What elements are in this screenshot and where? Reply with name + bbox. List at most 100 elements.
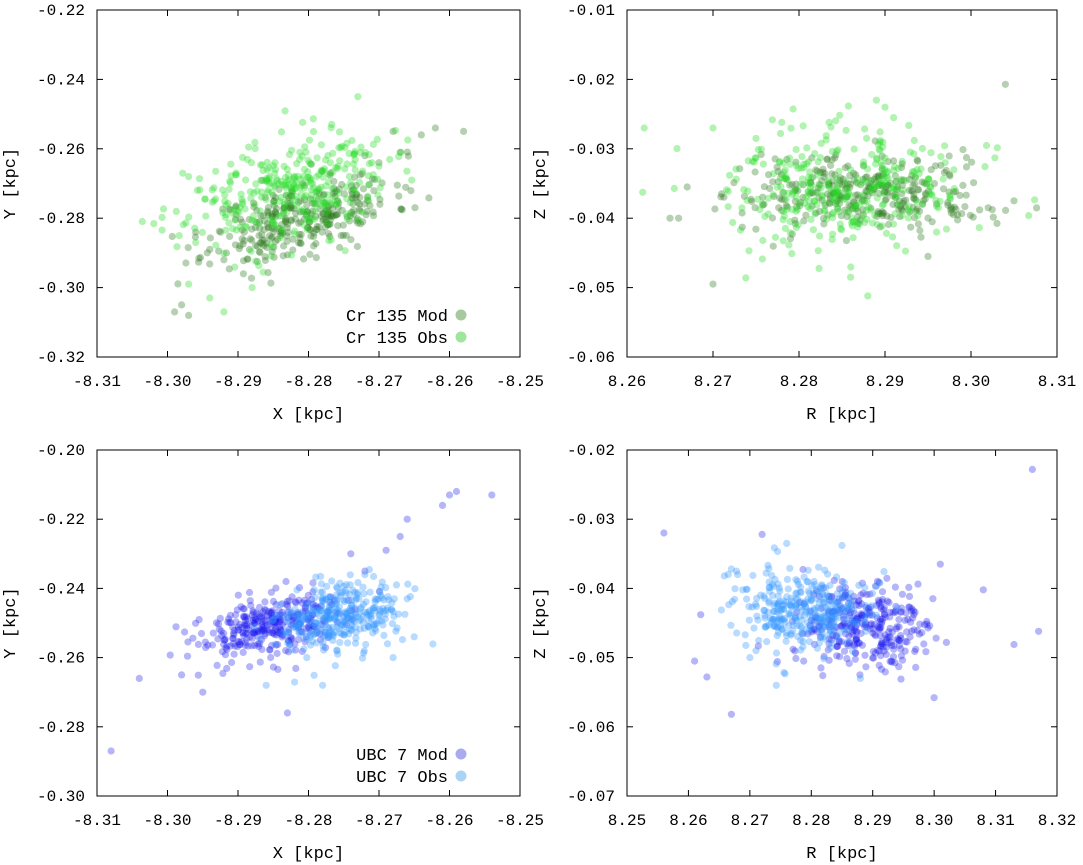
data-point: [296, 234, 304, 242]
data-point: [351, 173, 359, 181]
data-point: [290, 173, 298, 181]
data-point: [832, 602, 840, 610]
data-point: [837, 212, 846, 220]
data-point: [844, 599, 853, 607]
data-point: [849, 234, 857, 242]
data-point: [326, 171, 334, 179]
data-point: [138, 217, 146, 226]
data-point: [876, 632, 885, 640]
data-point: [256, 207, 264, 215]
data-point: [226, 642, 234, 650]
data-point: [284, 228, 292, 236]
data-point: [746, 654, 754, 662]
data-point: [324, 614, 332, 623]
data-point: [709, 124, 717, 132]
data-point: [340, 631, 348, 639]
data-point: [324, 209, 332, 217]
data-point: [239, 270, 247, 278]
data-point: [846, 180, 855, 188]
x-axis-label: X [kpc]: [273, 406, 344, 425]
data-point: [306, 641, 315, 649]
data-point: [820, 623, 828, 631]
data-point: [290, 180, 298, 188]
data-point: [228, 658, 236, 667]
data-point: [843, 655, 851, 663]
data-point: [774, 600, 782, 608]
data-point: [323, 630, 331, 638]
data-point: [799, 643, 807, 651]
data-point: [411, 585, 419, 593]
data-point: [911, 173, 920, 181]
data-point: [845, 638, 854, 646]
data-point: [873, 601, 881, 609]
legend-marker: [455, 748, 467, 760]
data-point: [824, 623, 832, 631]
data-point: [290, 230, 299, 238]
data-point: [859, 175, 867, 184]
data-point: [906, 603, 914, 611]
data-point: [388, 599, 396, 607]
data-point: [875, 598, 883, 606]
data-point: [915, 630, 924, 638]
x-tick-label: -8.29: [214, 812, 262, 830]
data-point: [854, 616, 862, 624]
data-point: [895, 206, 903, 214]
data-point: [793, 589, 801, 597]
data-point: [865, 605, 873, 613]
data-point: [340, 190, 348, 198]
data-point: [289, 246, 297, 254]
data-point: [753, 612, 761, 620]
data-point: [861, 615, 869, 623]
data-point: [272, 584, 280, 592]
data-point: [776, 194, 784, 202]
data-point: [262, 619, 270, 627]
data-point: [309, 115, 317, 123]
data-point: [825, 592, 833, 601]
data-point: [754, 195, 762, 203]
data-point: [778, 118, 786, 126]
data-point: [744, 187, 752, 195]
data-point: [879, 615, 887, 623]
data-point: [875, 600, 883, 608]
data-point: [327, 210, 335, 218]
data-point: [799, 637, 807, 646]
data-point: [375, 611, 383, 620]
data-point: [769, 615, 777, 623]
data-point: [890, 642, 898, 650]
data-point: [341, 598, 349, 606]
data-point: [241, 205, 249, 213]
data-point: [289, 620, 297, 628]
data-point: [273, 631, 281, 639]
data-point: [753, 594, 761, 602]
data-point: [352, 181, 360, 190]
data-point: [280, 199, 288, 207]
data-point: [320, 198, 328, 207]
data-point: [343, 610, 351, 618]
data-point: [771, 623, 780, 631]
data-point: [261, 177, 269, 185]
data-point: [775, 204, 783, 212]
data-point: [230, 629, 238, 637]
data-point: [220, 629, 228, 638]
data-point: [292, 178, 300, 186]
x-axis-label: R [kpc]: [806, 406, 877, 425]
data-point: [271, 165, 280, 173]
data-point: [372, 627, 380, 635]
data-point: [899, 186, 907, 194]
data-point: [819, 603, 827, 612]
plot-frame: [626, 449, 1058, 797]
data-point: [812, 614, 821, 622]
data-point: [867, 204, 875, 212]
data-point: [239, 605, 247, 613]
data-point: [750, 158, 758, 166]
data-point: [257, 613, 265, 621]
data-point: [329, 205, 337, 213]
data-point: [857, 629, 865, 638]
data-point: [843, 213, 851, 221]
data-point: [249, 212, 257, 220]
data-point: [375, 605, 383, 613]
data-point: [725, 601, 733, 609]
data-point: [720, 193, 728, 201]
data-point: [403, 167, 411, 175]
data-point: [831, 154, 839, 162]
